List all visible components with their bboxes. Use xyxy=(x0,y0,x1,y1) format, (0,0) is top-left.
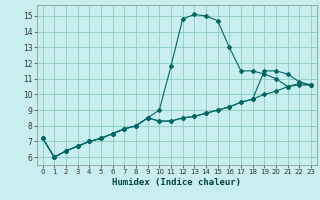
X-axis label: Humidex (Indice chaleur): Humidex (Indice chaleur) xyxy=(112,178,241,187)
